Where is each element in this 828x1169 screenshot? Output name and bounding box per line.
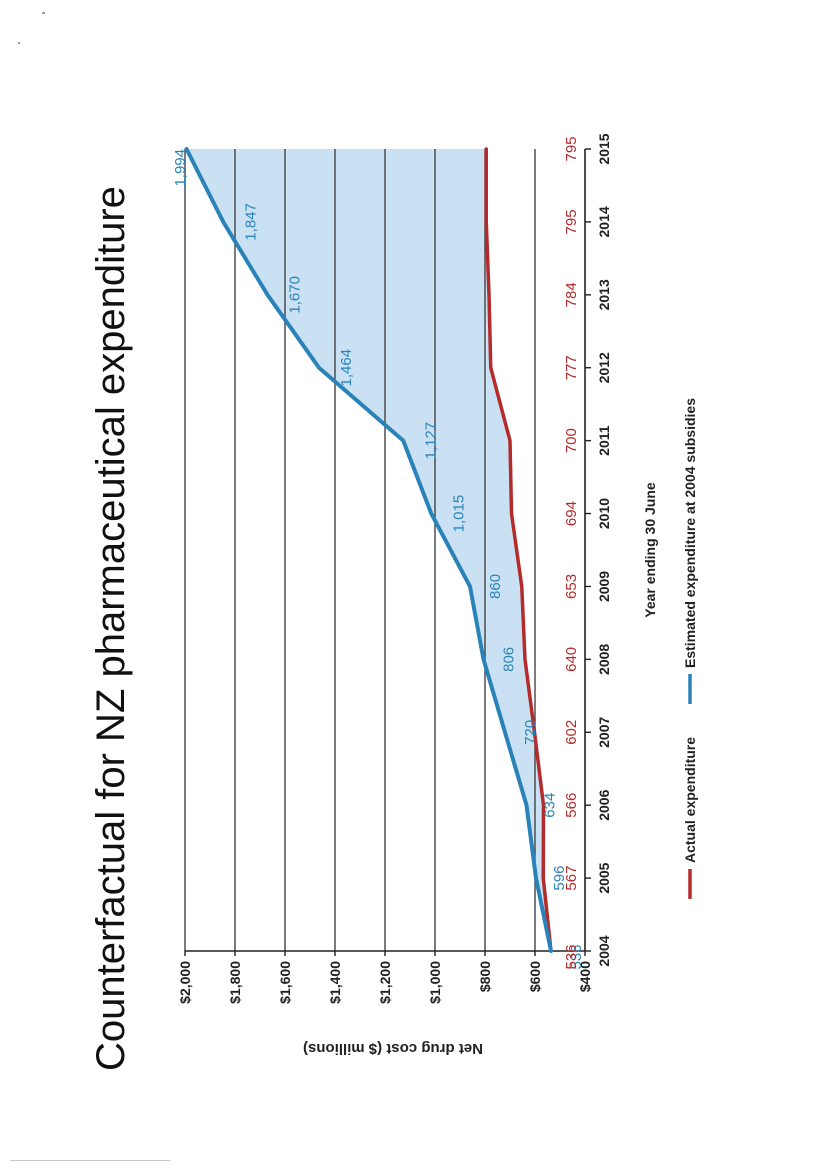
x-tick-label-2014: 2014 [596, 206, 612, 237]
y-tick-label-1000: $1,000 [427, 961, 443, 1004]
actual-label-2009: 653 [563, 574, 580, 599]
chart-rotated-group: 2004 2005 2006 2007 2008 2009 2010 2011 2012 2013… [89, 133, 698, 1071]
y-axis-ticks: $400 $600 $800 $1,000 $1,200 $1,400 $1,600 $1,8… [177, 951, 593, 1004]
actual-label-2012: 777 [563, 355, 580, 380]
actual-label-2013: 784 [563, 282, 580, 307]
y-tick-label-1400: $1,400 [327, 961, 343, 1004]
x-tick-label-2006: 2006 [596, 789, 612, 820]
scan-speck [18, 42, 20, 44]
scan-edge-line [10, 1160, 170, 1161]
actual-label-2008: 640 [563, 647, 580, 672]
estimated-label-2015: 1,994 [172, 149, 189, 187]
legend-label-actual: Actual expenditure [682, 737, 698, 863]
legend: Actual expenditure Estimated expenditure… [682, 398, 698, 899]
actual-label-2004: 536 [563, 944, 580, 969]
estimated-expenditure-line [184, 147, 553, 953]
estimated-label-2008: 806 [501, 647, 518, 672]
actual-label-2014: 795 [563, 209, 580, 234]
estimated-label-2006: 634 [542, 793, 559, 818]
estimated-label-2005: 596 [551, 866, 568, 891]
x-tick-label-2004: 2004 [596, 935, 612, 966]
x-tick-label-2008: 2008 [596, 644, 612, 675]
x-tick-label-2009: 2009 [596, 571, 612, 602]
y-tick-label-400: $400 [577, 961, 593, 992]
x-tick-label-2007: 2007 [596, 716, 612, 747]
estimated-label-2004: 536 [568, 944, 585, 969]
actual-label-2015: 795 [563, 136, 580, 161]
actual-label-2011: 700 [563, 428, 580, 453]
x-tick-label-2015: 2015 [596, 133, 612, 164]
estimated-label-2007: 720 [522, 720, 539, 745]
chart-title: Counterfactual for NZ pharmaceutical exp… [89, 186, 133, 1071]
estimated-label-2014: 1,847 [242, 203, 259, 241]
y-tick-label-600: $600 [527, 961, 543, 992]
legend-label-estimated: Estimated expenditure at 2004 subsidies [682, 398, 698, 668]
series-group [184, 147, 553, 953]
actual-expenditure-line [484, 147, 553, 953]
estimated-label-2010: 1,015 [450, 495, 467, 533]
counterfactual-gap-area [186, 149, 551, 951]
y-tick-label-1600: $1,600 [277, 961, 293, 1004]
estimated-label-2011: 1,127 [422, 422, 439, 460]
x-axis-label: Year ending 30 June [642, 482, 658, 618]
estimated-label-2013: 1,670 [287, 276, 304, 314]
x-axis-ticks: 2004 2005 2006 2007 2008 2009 2010 2011 2012 2013… [585, 133, 612, 967]
x-tick-label-2013: 2013 [596, 279, 612, 310]
x-tick-label-2010: 2010 [596, 498, 612, 529]
actual-label-2005: 567 [563, 866, 580, 891]
actual-label-2010: 694 [563, 501, 580, 526]
gridlines [184, 149, 536, 951]
y-tick-label-2000: $2,000 [177, 961, 193, 1004]
data-labels: 536 596 634 720 806 860 1,015 1,127 1,464 1,670 1,… [172, 136, 585, 969]
y-tick-label-800: $800 [477, 961, 493, 992]
x-tick-label-2011: 2011 [596, 425, 612, 456]
estimated-label-2009: 860 [487, 574, 504, 599]
y-tick-label-1800: $1,800 [227, 961, 243, 1004]
y-axis-label: Net drug cost ($ millions) [303, 1040, 483, 1057]
actual-label-2006: 566 [563, 793, 580, 818]
estimated-label-2012: 1,464 [338, 349, 355, 387]
actual-label-2007: 602 [563, 720, 580, 745]
x-tick-label-2005: 2005 [596, 862, 612, 893]
y-tick-label-1200: $1,200 [377, 961, 393, 1004]
scan-speck [42, 12, 45, 14]
x-tick-label-2012: 2012 [596, 352, 612, 383]
